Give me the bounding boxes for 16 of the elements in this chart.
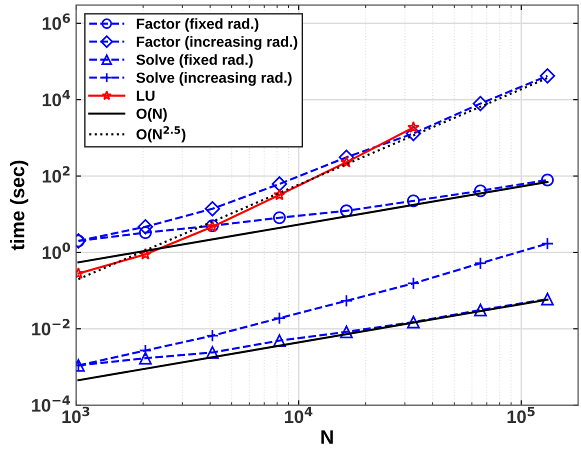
legend-label: Factor (fixed rad.) bbox=[136, 18, 258, 32]
legend-label: Solve (fixed rad.) bbox=[136, 54, 253, 68]
y-tick-label: 10$^{0}$ bbox=[42, 242, 70, 260]
y-axis-title: time (sec) bbox=[10, 160, 28, 250]
y-tick-label: 10$^{6}$ bbox=[42, 13, 70, 30]
legend-label: Factor (increasing rad.) bbox=[136, 36, 298, 50]
legend-label: O(N) bbox=[136, 108, 167, 122]
legend-label: O(N$^{2.5}$) bbox=[136, 126, 186, 142]
legend-label: Solve (increasing rad.) bbox=[136, 72, 292, 86]
x-tick-label: 10$^{4}$ bbox=[285, 406, 312, 424]
x-tick-label: 10$^{5}$ bbox=[508, 406, 535, 424]
y-tick-label: 10$^{−2}$ bbox=[32, 318, 70, 336]
y-tick-label: 10$^{4}$ bbox=[42, 90, 70, 106]
y-tick-label: 10$^{2}$ bbox=[42, 166, 70, 183]
legend-label: LU bbox=[136, 90, 154, 101]
x-axis-title: N bbox=[321, 430, 333, 444]
